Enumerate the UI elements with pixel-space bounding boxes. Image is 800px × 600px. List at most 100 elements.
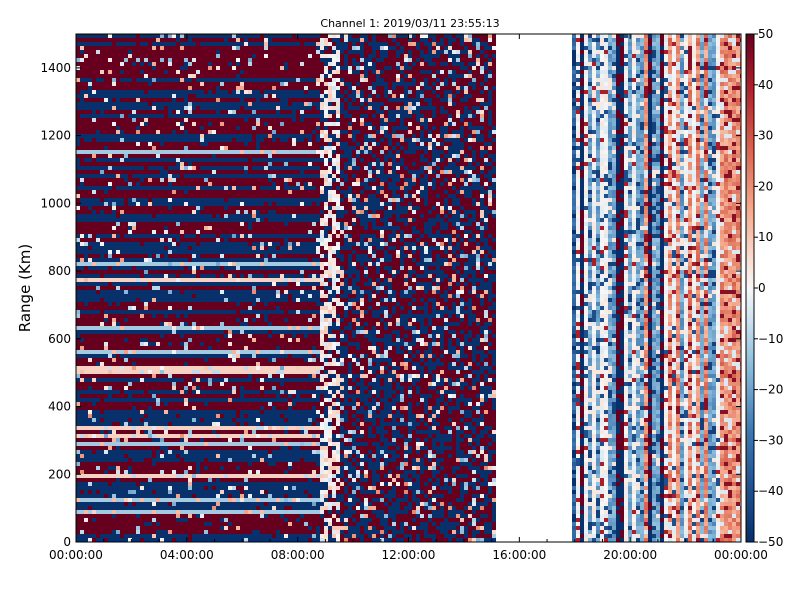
heatmap-cell	[124, 174, 128, 178]
heatmap-cell	[168, 410, 172, 414]
heatmap-cell	[144, 194, 148, 198]
heatmap-cell	[128, 402, 132, 406]
heatmap-cell	[164, 178, 168, 182]
heatmap-cell	[224, 518, 228, 522]
heatmap-cell	[196, 42, 200, 46]
heatmap-cell	[140, 66, 144, 70]
heatmap-cell	[76, 534, 80, 538]
heatmap-cell	[84, 154, 88, 158]
heatmap-cell	[148, 90, 152, 94]
heatmap-cell	[168, 394, 172, 398]
heatmap-cell	[216, 462, 220, 466]
heatmap-cell	[212, 454, 216, 458]
heatmap-cell	[136, 74, 140, 78]
heatmap-cell	[156, 378, 160, 382]
heatmap-cell	[140, 534, 144, 538]
heatmap-cell	[164, 418, 168, 422]
heatmap-cell	[116, 354, 120, 358]
heatmap-cell	[96, 474, 100, 478]
heatmap-cell	[212, 106, 216, 110]
heatmap-cell	[96, 382, 100, 386]
heatmap-cell	[192, 70, 196, 74]
heatmap-cell	[112, 222, 116, 226]
heatmap-cell	[168, 330, 172, 334]
heatmap-cell	[156, 526, 160, 530]
heatmap-cell	[220, 470, 224, 474]
heatmap-cell	[84, 326, 88, 330]
heatmap-cell	[104, 146, 108, 150]
heatmap-cell	[100, 454, 104, 458]
heatmap-cell	[80, 394, 84, 398]
heatmap-cell	[152, 274, 156, 278]
heatmap-cell	[204, 126, 208, 130]
heatmap-cell	[220, 46, 224, 50]
heatmap-cell	[184, 502, 188, 506]
heatmap-cell	[172, 442, 176, 446]
heatmap-cell	[84, 322, 88, 326]
heatmap-cell	[196, 170, 200, 174]
heatmap-cell	[152, 526, 156, 530]
heatmap-cell	[184, 382, 188, 386]
heatmap-cell	[84, 206, 88, 210]
heatmap-cell	[128, 346, 132, 350]
heatmap-cell	[76, 374, 80, 378]
heatmap-cell	[148, 514, 152, 518]
heatmap-cell	[144, 162, 148, 166]
heatmap-cell	[228, 318, 232, 322]
heatmap-cell	[176, 238, 180, 242]
heatmap-cell	[224, 486, 228, 490]
heatmap-cell	[120, 206, 124, 210]
heatmap-cell	[128, 302, 132, 306]
heatmap-cell	[136, 274, 140, 278]
heatmap-cell	[136, 34, 140, 38]
heatmap-cell	[168, 386, 172, 390]
heatmap-cell	[124, 170, 128, 174]
heatmap-cell	[172, 186, 176, 190]
heatmap-cell	[184, 218, 188, 222]
heatmap-cell	[76, 498, 80, 502]
heatmap-cell	[212, 374, 216, 378]
heatmap-cell	[160, 174, 164, 178]
heatmap-cell	[96, 466, 100, 470]
heatmap-cell	[136, 186, 140, 190]
heatmap-cell	[120, 406, 124, 410]
heatmap-cell	[168, 146, 172, 150]
heatmap-cell	[92, 442, 96, 446]
heatmap-cell	[92, 382, 96, 386]
heatmap-cell	[220, 538, 224, 542]
heatmap-cell	[164, 202, 168, 206]
heatmap-cell	[108, 214, 112, 218]
heatmap-cell	[212, 238, 216, 242]
heatmap-cell	[192, 306, 196, 310]
heatmap-cell	[208, 410, 212, 414]
heatmap-cell	[96, 110, 100, 114]
heatmap-cell	[156, 50, 160, 54]
heatmap-cell	[112, 178, 116, 182]
heatmap-cell	[228, 290, 232, 294]
heatmap-cell	[132, 530, 136, 534]
heatmap-cell	[208, 526, 212, 530]
heatmap-cell	[196, 374, 200, 378]
heatmap-cell	[88, 474, 92, 478]
heatmap-cell	[96, 494, 100, 498]
heatmap-cell	[112, 158, 116, 162]
heatmap-cell	[164, 90, 168, 94]
heatmap-cell	[216, 234, 220, 238]
heatmap-cell	[100, 190, 104, 194]
heatmap-cell	[136, 346, 140, 350]
heatmap-cell	[92, 410, 96, 414]
heatmap-cell	[100, 134, 104, 138]
heatmap-cell	[108, 486, 112, 490]
heatmap-cell	[160, 46, 164, 50]
heatmap-cell	[100, 478, 104, 482]
heatmap-cell	[140, 418, 144, 422]
heatmap-cell	[80, 230, 84, 234]
heatmap-cell	[208, 102, 212, 106]
heatmap-cell	[92, 342, 96, 346]
heatmap-cell	[132, 470, 136, 474]
heatmap-cell	[148, 262, 152, 266]
heatmap-cell	[188, 62, 192, 66]
heatmap-cell	[192, 130, 196, 134]
heatmap-cell	[200, 138, 204, 142]
heatmap-cell	[228, 214, 232, 218]
